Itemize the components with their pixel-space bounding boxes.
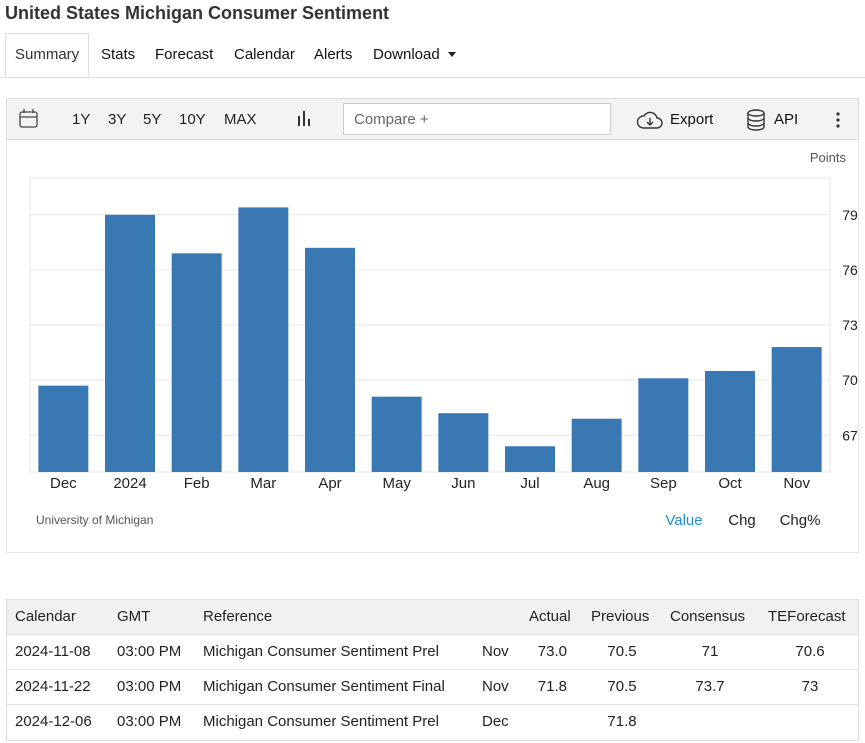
table-cell: 70.6 [750,643,865,660]
y-tick-label: 70 [842,372,858,388]
table-cell: 73.0 [467,643,567,660]
table-cell: 03:00 PM [117,643,181,660]
column-header: GMT [117,608,150,625]
x-tick-label: Mar [250,475,276,492]
column-header: Reference [203,608,272,625]
tab[interactable]: Calendar [234,46,295,63]
column-header: Consensus [670,608,745,625]
table-cell: Michigan Consumer Sentiment Prel [203,643,439,660]
bar [505,446,555,472]
view-toggle[interactable]: Chg% [780,512,821,529]
y-axis-unit: Points [810,150,847,165]
view-toggle[interactable]: Chg [728,512,756,529]
table-cell: 2024-11-22 [15,678,91,695]
table-cell: 2024-12-06 [15,713,92,730]
table-cell: 71.8 [467,678,567,695]
column-header: TEForecast [768,608,846,625]
x-tick-label: May [382,475,411,492]
row-divider [7,669,858,670]
bar [305,248,355,472]
bar [238,207,288,472]
tab[interactable]: Stats [101,46,135,63]
tab[interactable]: Summary [15,46,79,63]
row-divider [7,634,858,635]
x-tick-label: Oct [718,475,742,492]
x-tick-label: Aug [583,475,610,492]
view-toggle[interactable]: Value [665,512,702,529]
column-header: Actual [529,608,571,625]
y-tick-label: 79 [842,207,858,223]
x-tick-label: 2024 [113,475,146,492]
export-button[interactable]: Export [670,111,713,128]
x-tick-label: Apr [318,475,341,492]
tab[interactable]: Download [373,46,440,63]
table-cell: Michigan Consumer Sentiment Prel [203,713,439,730]
x-tick-label: Feb [184,475,210,492]
table-cell: Michigan Consumer Sentiment Final [203,678,445,695]
tab[interactable]: Alerts [314,46,352,63]
bar [638,378,688,472]
x-tick-label: Jun [451,475,475,492]
table-cell: 73 [750,678,865,695]
range-button[interactable]: MAX [224,111,257,128]
x-tick-label: Sep [650,475,677,492]
table-cell: Dec [482,713,509,730]
table-cell: 2024-11-08 [15,643,91,660]
row-divider [7,704,858,705]
bar [38,386,88,472]
range-button[interactable]: 1Y [72,111,90,128]
api-button[interactable]: API [774,111,798,128]
y-tick-label: 67 [842,427,858,443]
bar [438,413,488,472]
bar [572,419,622,472]
table-cell: 03:00 PM [117,678,181,695]
x-tick-label: Nov [783,475,810,492]
bar [705,371,755,472]
range-button[interactable]: 3Y [108,111,126,128]
table-cell: 03:00 PM [117,713,181,730]
bar [172,253,222,472]
column-header: Previous [591,608,649,625]
column-header: Calendar [15,608,76,625]
y-tick-label: 73 [842,317,858,333]
source-label: University of Michigan [36,513,153,527]
x-tick-label: Jul [520,475,539,492]
y-tick-label: 76 [842,262,858,278]
table-cell: 71.8 [562,713,682,730]
bar [772,347,822,472]
tab[interactable]: Forecast [155,46,213,63]
x-tick-label: Dec [50,475,77,492]
range-button[interactable]: 5Y [143,111,161,128]
bar [105,215,155,472]
range-button[interactable]: 10Y [179,111,206,128]
compare-placeholder: Compare + [354,111,429,128]
chart: 67 70 73 76 79 Points Dec 2024 Feb Mar Apr May Jun Ju… [0,0,865,560]
bar [372,397,422,472]
